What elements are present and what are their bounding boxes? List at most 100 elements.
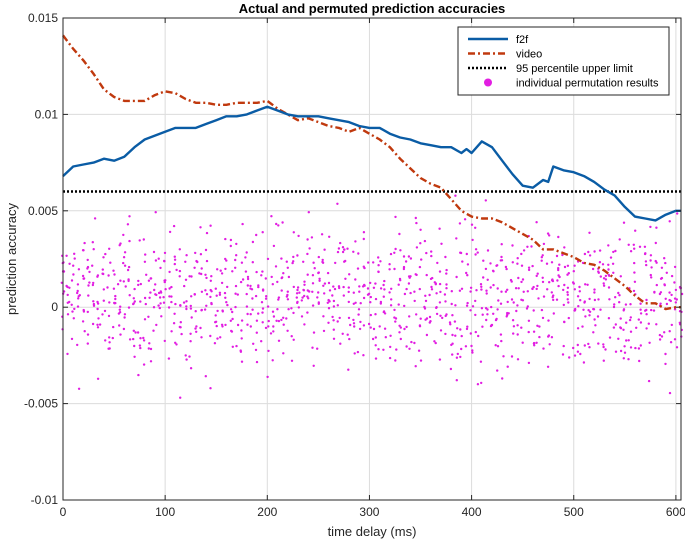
permutation-point <box>486 313 489 316</box>
permutation-point <box>358 327 362 331</box>
permutation-point <box>93 217 97 220</box>
permutation-point <box>159 266 162 270</box>
permutation-point <box>126 223 130 226</box>
permutation-point <box>291 261 294 265</box>
permutation-point <box>312 261 315 264</box>
permutation-point <box>235 242 238 246</box>
permutation-point <box>517 287 520 290</box>
permutation-point <box>221 310 224 313</box>
permutation-point <box>516 324 519 327</box>
permutation-point <box>188 355 191 358</box>
permutation-point <box>96 274 100 277</box>
permutation-point <box>184 278 188 281</box>
permutation-point <box>405 345 408 348</box>
permutation-point <box>270 215 273 218</box>
permutation-point <box>369 295 372 299</box>
permutation-point <box>482 259 485 262</box>
permutation-point <box>311 304 315 307</box>
permutation-point <box>450 302 453 306</box>
permutation-point <box>474 330 477 334</box>
permutation-point <box>418 325 422 328</box>
axis-ticks: 0 100 200 300 400 500 600 -0.01 -0.005 0 0.005 0.01… <box>24 11 685 519</box>
permutation-point <box>379 302 382 305</box>
permutation-point <box>479 360 483 363</box>
permutation-point <box>511 244 514 247</box>
permutation-point <box>182 301 186 304</box>
permutation-point <box>604 348 607 351</box>
permutation-point <box>592 308 596 311</box>
permutation-point <box>398 331 401 334</box>
permutation-point <box>173 258 177 261</box>
permutation-point <box>257 284 260 287</box>
permutation-point <box>382 310 385 314</box>
permutation-point <box>566 286 570 289</box>
permutation-point <box>73 252 76 255</box>
permutation-point <box>541 280 545 284</box>
permutation-point <box>545 262 549 265</box>
permutation-point <box>70 303 73 306</box>
permutation-point <box>460 334 463 338</box>
permutation-point <box>295 296 298 299</box>
permutation-point <box>155 323 158 327</box>
permutation-point <box>147 279 151 282</box>
permutation-point <box>593 288 596 291</box>
permutation-point <box>323 248 326 251</box>
permutation-point <box>297 234 300 238</box>
permutation-point <box>142 339 146 342</box>
permutation-point <box>369 326 372 329</box>
permutation-point <box>179 396 182 399</box>
permutation-point <box>298 291 301 294</box>
permutation-point <box>213 342 217 345</box>
permutation-point <box>623 345 626 348</box>
permutation-point <box>333 287 337 291</box>
permutation-point <box>280 257 283 260</box>
permutation-point <box>66 293 69 297</box>
permutation-point <box>347 300 350 304</box>
permutation-point <box>593 250 596 253</box>
permutation-point <box>527 319 531 322</box>
permutation-point <box>451 342 454 345</box>
permutation-point <box>220 272 224 275</box>
permutation-point <box>107 347 110 350</box>
permutation-point <box>638 359 641 363</box>
permutation-point <box>588 254 592 257</box>
permutation-point <box>271 283 274 286</box>
y-tick-label: -0.01 <box>31 493 59 507</box>
permutation-point <box>459 251 462 254</box>
permutation-point <box>607 286 611 289</box>
permutation-point <box>261 270 264 273</box>
permutation-point <box>144 302 147 306</box>
permutation-point <box>246 275 250 279</box>
permutation-point <box>394 215 397 219</box>
permutation-point <box>474 299 477 303</box>
permutation-point <box>511 261 514 264</box>
permutation-point <box>623 351 627 354</box>
permutation-point <box>438 270 442 273</box>
permutation-point <box>346 333 349 336</box>
permutation-point <box>561 353 565 356</box>
permutation-point <box>285 317 288 320</box>
permutation-point <box>492 270 495 273</box>
permutation-point <box>353 325 356 328</box>
permutation-point <box>480 381 483 385</box>
permutation-point <box>209 295 212 299</box>
permutation-point <box>77 295 80 298</box>
permutation-point <box>86 265 90 269</box>
permutation-point <box>459 328 462 331</box>
permutation-point <box>402 265 406 269</box>
permutation-point <box>82 277 85 280</box>
permutation-point <box>550 336 554 339</box>
permutation-point <box>516 304 519 307</box>
permutation-point <box>272 330 275 333</box>
permutation-point <box>618 238 621 241</box>
permutation-point <box>200 309 203 312</box>
permutation-point <box>423 307 427 310</box>
permutation-point <box>614 296 617 299</box>
permutation-point <box>133 355 136 358</box>
permutation-point <box>404 260 408 263</box>
permutation-point <box>152 250 156 254</box>
permutation-point <box>407 282 411 285</box>
permutation-point <box>205 276 208 280</box>
permutation-point <box>160 315 163 318</box>
permutation-point <box>142 363 146 366</box>
